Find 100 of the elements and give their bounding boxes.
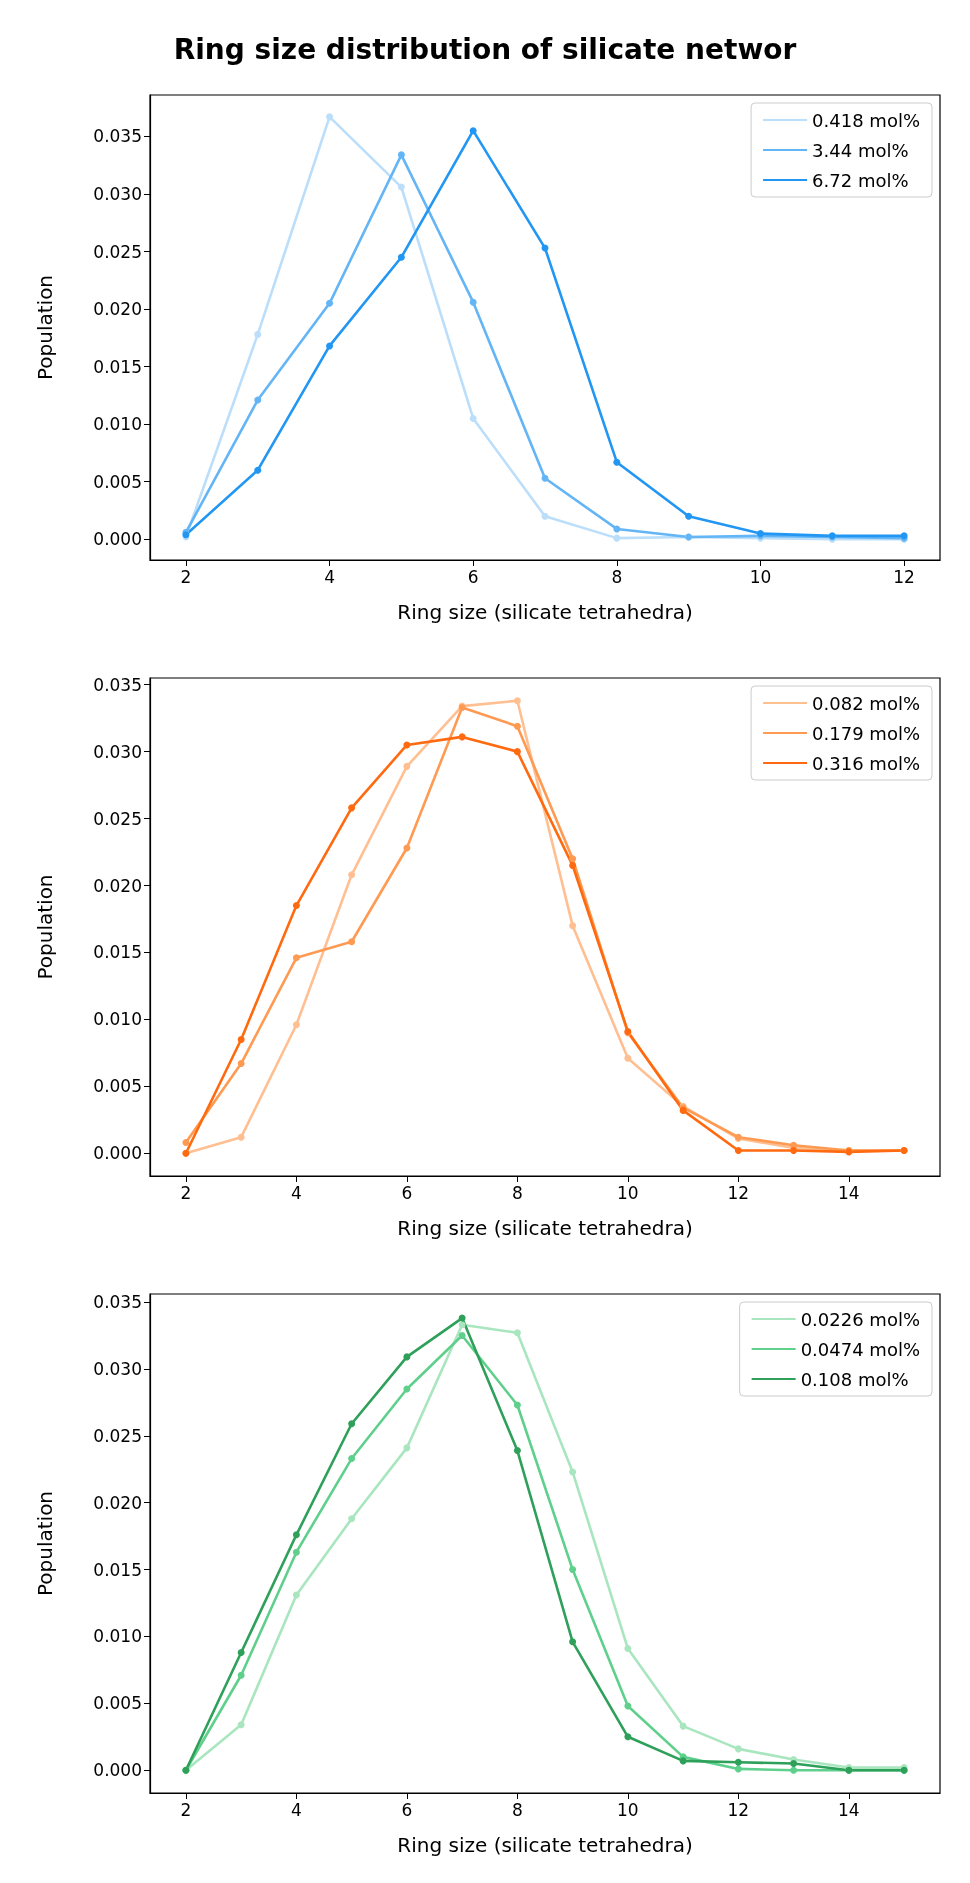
point (679, 1722, 687, 1730)
point (348, 1515, 356, 1523)
point (569, 855, 577, 863)
point (254, 330, 262, 338)
point (397, 253, 405, 261)
x-tick-label: 4 (290, 1799, 302, 1820)
point (569, 1468, 577, 1476)
y-tick-label: 0.005 (93, 471, 142, 492)
point (734, 1758, 742, 1766)
point (624, 1733, 632, 1741)
y-tick-label: 0.010 (93, 414, 142, 435)
y-tick-label: 0.025 (93, 808, 142, 829)
x-tick-label: 2 (180, 566, 192, 587)
y-tick-label: 0.030 (93, 1358, 142, 1379)
legend-label: 3.44 mol% (812, 139, 909, 161)
y-tick-label: 0.035 (93, 126, 142, 147)
point (734, 1147, 742, 1155)
point (292, 1591, 300, 1599)
point (513, 697, 521, 705)
point (541, 512, 549, 520)
point (237, 1649, 245, 1657)
point (348, 804, 356, 812)
x-axis-title: Ring size (silicate tetrahedra) (397, 1216, 693, 1240)
point (790, 1760, 798, 1768)
x-tick-label: 6 (467, 566, 479, 587)
x-tick-label: 12 (727, 1799, 750, 1820)
point (254, 396, 262, 404)
x-tick-label: 6 (401, 1799, 413, 1820)
point (624, 1645, 632, 1653)
x-tick-label: 2 (180, 1799, 192, 1820)
point (397, 151, 405, 159)
point (348, 1420, 356, 1428)
y-tick-label: 0.005 (93, 1693, 142, 1714)
y-axis-title: Population (33, 274, 57, 381)
x-tick-label: 14 (838, 1182, 860, 1203)
x-tick-label: 8 (611, 566, 623, 587)
x-tick-label: 6 (401, 1182, 413, 1203)
legend-label: 0.418 mol% (812, 109, 920, 131)
y-axis-title: Population (33, 874, 57, 980)
point (237, 1133, 245, 1141)
legend-label: 0.0474 mol% (800, 1338, 920, 1360)
x-tick-label: 4 (290, 1182, 302, 1203)
point (513, 1329, 521, 1337)
point (569, 1566, 577, 1574)
y-tick-label: 0.030 (93, 183, 142, 204)
point (326, 342, 334, 350)
legend-label: 6.72 mol% (812, 169, 909, 191)
point (624, 1054, 632, 1062)
legend-label: 0.108 mol% (800, 1368, 909, 1390)
x-tick-label: 4 (324, 566, 335, 587)
point (613, 525, 621, 533)
point (237, 1035, 245, 1043)
point (513, 1401, 521, 1409)
point (237, 1060, 245, 1068)
y-tick-label: 0.010 (93, 1009, 142, 1030)
chart-title: Ring size distribution of silicate networ (173, 32, 797, 66)
point (403, 762, 411, 770)
y-axis-title: Population (33, 1490, 57, 1597)
point (624, 1702, 632, 1710)
point (237, 1671, 245, 1679)
point (458, 733, 466, 741)
point (613, 534, 621, 542)
y-tick-label: 0.020 (93, 1492, 142, 1513)
x-tick-label: 12 (727, 1182, 750, 1203)
x-tick-label: 14 (838, 1799, 860, 1820)
point (734, 1745, 742, 1753)
point (734, 1765, 742, 1773)
point (458, 1314, 466, 1322)
point (569, 1638, 577, 1646)
point (403, 1444, 411, 1452)
y-tick-label: 0.015 (93, 356, 142, 377)
y-tick-label: 0.035 (93, 674, 142, 695)
y-tick-label: 0.020 (93, 299, 142, 320)
y-tick-label: 0.025 (93, 1425, 142, 1446)
point (685, 512, 693, 520)
point (326, 299, 334, 307)
y-tick-label: 0.015 (93, 1559, 142, 1580)
y-tick-label: 0.010 (93, 1626, 142, 1647)
point (679, 1757, 687, 1765)
x-tick-label: 8 (511, 1799, 523, 1820)
point (292, 954, 300, 962)
point (292, 1531, 300, 1539)
point (403, 1353, 411, 1361)
point (237, 1721, 245, 1729)
point (541, 474, 549, 482)
x-tick-label: 10 (749, 566, 772, 587)
x-axis-title: Ring size (silicate tetrahedra) (397, 600, 693, 624)
point (348, 871, 356, 879)
point (569, 922, 577, 930)
x-tick-label: 2 (180, 1182, 192, 1203)
y-tick-label: 0.000 (93, 1143, 142, 1164)
legend-label: 0.179 mol% (812, 722, 920, 744)
x-axis-title: Ring size (silicate tetrahedra) (397, 1833, 693, 1857)
point (469, 298, 477, 306)
y-tick-label: 0.000 (93, 529, 142, 550)
y-tick-label: 0.020 (93, 875, 142, 896)
point (613, 458, 621, 466)
x-tick-label: 12 (893, 566, 915, 587)
x-tick-label: 10 (617, 1182, 639, 1203)
y-tick-label: 0.030 (93, 741, 142, 762)
